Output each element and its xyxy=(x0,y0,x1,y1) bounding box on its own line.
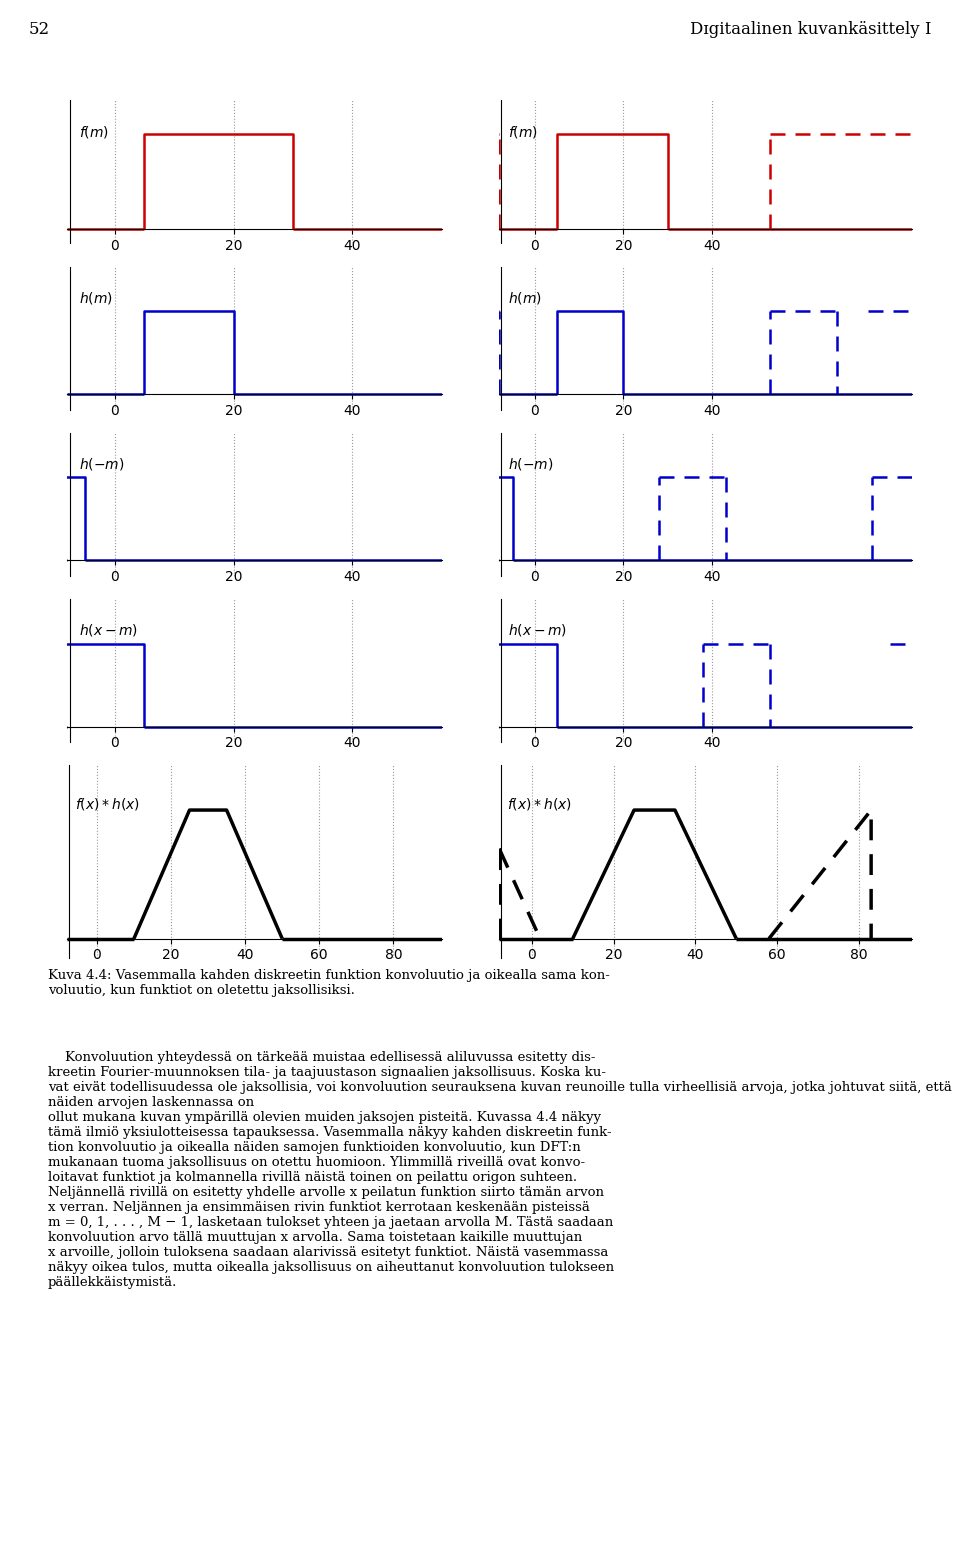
Text: $h(x-m)$: $h(x-m)$ xyxy=(508,623,567,638)
Text: $f(m)$: $f(m)$ xyxy=(79,124,109,139)
Text: 52: 52 xyxy=(29,22,50,39)
Text: Konvoluution yhteydessä on tärkeää muistaa edellisessä aliluvussa esitetty dis-
: Konvoluution yhteydessä on tärkeää muist… xyxy=(48,1051,952,1289)
Text: Dɪgitaalinen kuvankäsittely I: Dɪgitaalinen kuvankäsittely I xyxy=(689,22,931,39)
Text: $f(x)*h(x)$: $f(x)*h(x)$ xyxy=(508,796,572,813)
Text: $f(m)$: $f(m)$ xyxy=(508,124,538,139)
Text: $h(m)$: $h(m)$ xyxy=(79,289,113,306)
Text: $h(x-m)$: $h(x-m)$ xyxy=(79,623,138,638)
Text: $h(-m)$: $h(-m)$ xyxy=(79,456,125,471)
Text: $h(m)$: $h(m)$ xyxy=(508,289,542,306)
Text: Kuva 4.4: Vasemmalla kahden diskreetin funktion konvoluutio ja oikealla sama kon: Kuva 4.4: Vasemmalla kahden diskreetin f… xyxy=(48,969,610,997)
Text: $h(-m)$: $h(-m)$ xyxy=(508,456,554,471)
Text: $f(x)*h(x)$: $f(x)*h(x)$ xyxy=(75,796,139,813)
